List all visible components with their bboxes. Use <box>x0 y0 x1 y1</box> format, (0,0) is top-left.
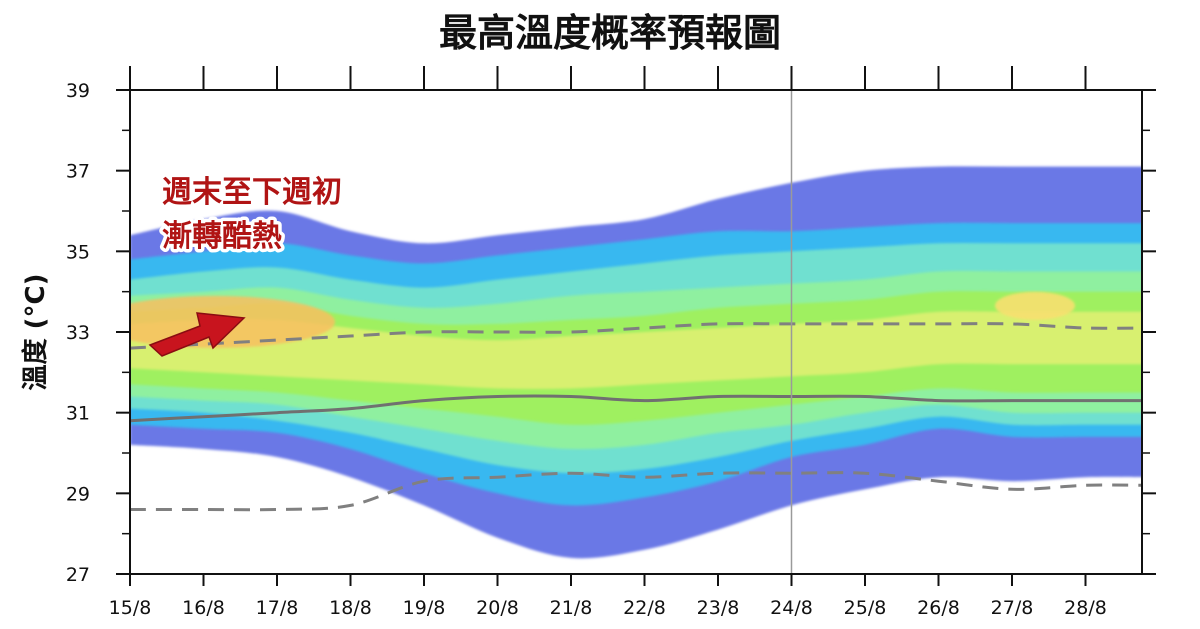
series-line-3 <box>130 471 1142 512</box>
series-line-1 <box>130 322 1142 350</box>
y-tick-label: 37 <box>66 161 90 183</box>
x-tick-label: 22/8 <box>623 597 666 619</box>
y-tick-label: 33 <box>66 322 90 344</box>
x-tick-label: 17/8 <box>256 597 299 619</box>
probability-bands <box>130 166 1142 559</box>
x-tick-label: 24/8 <box>770 597 813 619</box>
y-axis-label: 溫度 (°C) <box>20 274 51 391</box>
annotation: 週末至下週初 漸轉酷熱 <box>148 172 346 357</box>
trend-arrow-icon <box>148 312 246 357</box>
annotation-line-1: 週末至下週初 <box>162 175 342 210</box>
x-tick-label: 20/8 <box>476 597 519 619</box>
y-tick-label: 31 <box>66 403 90 425</box>
annotation-line-2: 漸轉酷熱 <box>162 219 282 254</box>
x-tick-label: 26/8 <box>917 597 960 619</box>
x-tick-label: 21/8 <box>550 597 593 619</box>
x-tick-label: 15/8 <box>109 597 152 619</box>
x-tick-label: 28/8 <box>1064 597 1107 619</box>
x-tick-label: 23/8 <box>697 597 740 619</box>
series-line-2 <box>130 394 1142 423</box>
x-tick-label: 18/8 <box>329 597 372 619</box>
y-axis: 27 29 31 33 35 37 39 <box>66 80 1156 586</box>
chart-title: 最高溫度概率預報圖 <box>439 11 781 55</box>
x-tick-label: 25/8 <box>844 597 887 619</box>
y-tick-label: 29 <box>66 483 90 505</box>
x-tick-label: 16/8 <box>182 597 225 619</box>
warm-spot-2 <box>995 291 1075 320</box>
y-tick-label: 39 <box>66 80 90 102</box>
percentile-lines <box>130 322 1142 512</box>
y-tick-label: 27 <box>66 564 90 586</box>
x-tick-label: 19/8 <box>403 597 446 619</box>
x-axis: 15/8 16/8 17/8 18/8 19/8 20/8 21/8 22/8 23/8 24/8… <box>109 66 1107 619</box>
x-tick-label: 27/8 <box>991 597 1034 619</box>
probability-band-6 <box>130 311 1142 389</box>
y-tick-label: 35 <box>66 241 90 263</box>
